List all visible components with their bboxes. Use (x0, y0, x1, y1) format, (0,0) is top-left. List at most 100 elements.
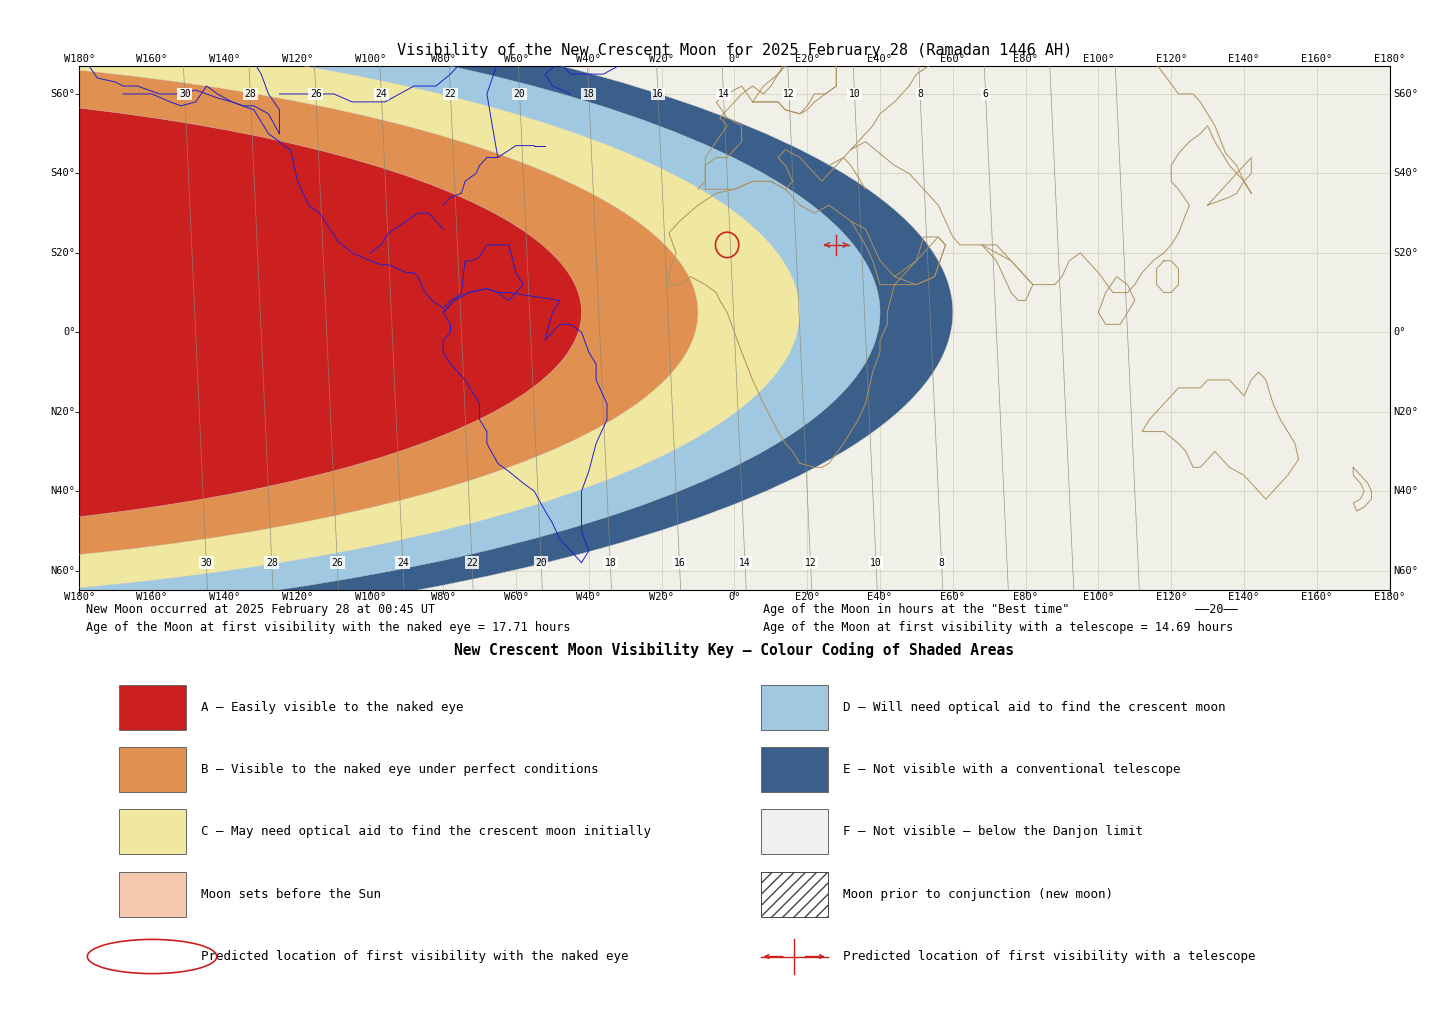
Text: W160°: W160° (137, 54, 167, 64)
Text: 14: 14 (717, 89, 729, 99)
Text: E20°: E20° (795, 54, 819, 64)
Text: New Moon occurred at 2025 February 28 at 00:45 UT: New Moon occurred at 2025 February 28 at… (86, 603, 435, 616)
Text: E100°: E100° (1083, 54, 1115, 64)
Text: E80°: E80° (1014, 592, 1038, 603)
Text: F – Not visible – below the Danjon limit: F – Not visible – below the Danjon limit (844, 826, 1143, 839)
Text: E160°: E160° (1302, 54, 1332, 64)
Text: W140°: W140° (209, 592, 240, 603)
Text: 18: 18 (605, 558, 616, 568)
Text: A – Easily visible to the naked eye: A – Easily visible to the naked eye (202, 700, 464, 714)
Bar (118, 809, 186, 854)
Bar (760, 809, 828, 854)
Text: E140°: E140° (1228, 592, 1260, 603)
Bar (118, 685, 186, 730)
Text: 26: 26 (331, 558, 343, 568)
Text: W40°: W40° (576, 54, 602, 64)
Text: E80°: E80° (1014, 54, 1038, 64)
Text: 8: 8 (939, 558, 945, 568)
Text: E140°: E140° (1228, 54, 1260, 64)
Text: E120°: E120° (1155, 54, 1187, 64)
Text: W60°: W60° (504, 592, 528, 603)
Ellipse shape (0, 0, 953, 646)
Text: 8: 8 (917, 89, 923, 99)
Bar (760, 685, 828, 730)
Text: 22: 22 (467, 558, 478, 568)
Bar (760, 871, 828, 916)
Text: E180°: E180° (1374, 54, 1405, 64)
Text: N20°: N20° (50, 407, 75, 416)
Text: S20°: S20° (50, 247, 75, 258)
Text: N20°: N20° (1394, 407, 1418, 416)
Text: W20°: W20° (649, 592, 674, 603)
Text: E40°: E40° (867, 592, 893, 603)
Bar (118, 871, 186, 916)
Ellipse shape (0, 0, 880, 626)
Text: N60°: N60° (1394, 566, 1418, 575)
Bar (118, 747, 186, 792)
Text: W80°: W80° (431, 54, 455, 64)
Text: 24: 24 (397, 558, 409, 568)
Text: W100°: W100° (354, 54, 386, 64)
Text: 20: 20 (536, 558, 547, 568)
Text: 20: 20 (514, 89, 526, 99)
Text: C – May need optical aid to find the crescent moon initially: C – May need optical aid to find the cre… (202, 826, 651, 839)
Text: E60°: E60° (940, 592, 965, 603)
Text: 24: 24 (376, 89, 387, 99)
Text: W180°: W180° (63, 592, 95, 603)
Bar (760, 747, 828, 792)
Text: W120°: W120° (282, 592, 314, 603)
Text: N60°: N60° (50, 566, 75, 575)
Text: S60°: S60° (1394, 89, 1418, 99)
Text: Age of the Moon at first visibility with the naked eye = 17.71 hours: Age of the Moon at first visibility with… (86, 621, 570, 634)
Text: 10: 10 (848, 89, 860, 99)
Text: Moon prior to conjunction (new moon): Moon prior to conjunction (new moon) (844, 888, 1113, 901)
Text: 0°: 0° (729, 592, 740, 603)
Text: N40°: N40° (1394, 487, 1418, 496)
Text: 30: 30 (200, 558, 212, 568)
Text: E160°: E160° (1302, 592, 1332, 603)
Text: Age of the Moon in hours at the "Best time": Age of the Moon in hours at the "Best ti… (763, 603, 1070, 616)
Text: 10: 10 (870, 558, 881, 568)
Text: New Crescent Moon Visibility Key — Colour Coding of Shaded Areas: New Crescent Moon Visibility Key — Colou… (455, 641, 1014, 658)
Text: E120°: E120° (1155, 592, 1187, 603)
Text: S20°: S20° (1394, 247, 1418, 258)
Text: D – Will need optical aid to find the crescent moon: D – Will need optical aid to find the cr… (844, 700, 1225, 714)
Text: 12: 12 (805, 558, 816, 568)
Text: W180°: W180° (63, 54, 95, 64)
Text: 22: 22 (445, 89, 456, 99)
Text: W20°: W20° (649, 54, 674, 64)
Text: 14: 14 (739, 558, 750, 568)
Text: W160°: W160° (137, 592, 167, 603)
Text: 12: 12 (783, 89, 795, 99)
Text: 18: 18 (583, 89, 595, 99)
Text: W80°: W80° (431, 592, 455, 603)
Text: Moon sets before the Sun: Moon sets before the Sun (202, 888, 382, 901)
Text: E180°: E180° (1374, 592, 1405, 603)
Text: E60°: E60° (940, 54, 965, 64)
Text: W40°: W40° (576, 592, 602, 603)
Text: 0°: 0° (63, 327, 75, 337)
Ellipse shape (0, 54, 698, 570)
Text: S40°: S40° (1394, 168, 1418, 178)
Text: B – Visible to the naked eye under perfect conditions: B – Visible to the naked eye under perfe… (202, 764, 599, 776)
Text: W100°: W100° (354, 592, 386, 603)
Text: Age of the Moon at first visibility with a telescope = 14.69 hours: Age of the Moon at first visibility with… (763, 621, 1234, 634)
Ellipse shape (0, 22, 801, 603)
Text: 0°: 0° (729, 54, 740, 64)
Text: W120°: W120° (282, 54, 314, 64)
Text: E100°: E100° (1083, 592, 1115, 603)
Text: Predicted location of first visibility with a telescope: Predicted location of first visibility w… (844, 950, 1256, 963)
Text: 30: 30 (179, 89, 190, 99)
Text: 16: 16 (674, 558, 685, 568)
Text: 28: 28 (266, 558, 278, 568)
Text: S60°: S60° (50, 89, 75, 99)
Ellipse shape (0, 90, 582, 534)
Text: Predicted location of first visibility with the naked eye: Predicted location of first visibility w… (202, 950, 629, 963)
Text: E20°: E20° (795, 592, 819, 603)
Text: S40°: S40° (50, 168, 75, 178)
Text: E – Not visible with a conventional telescope: E – Not visible with a conventional tele… (844, 764, 1181, 776)
Text: ——20——: ——20—— (1195, 603, 1238, 616)
Text: 16: 16 (652, 89, 664, 99)
Text: 28: 28 (245, 89, 256, 99)
Text: W140°: W140° (209, 54, 240, 64)
